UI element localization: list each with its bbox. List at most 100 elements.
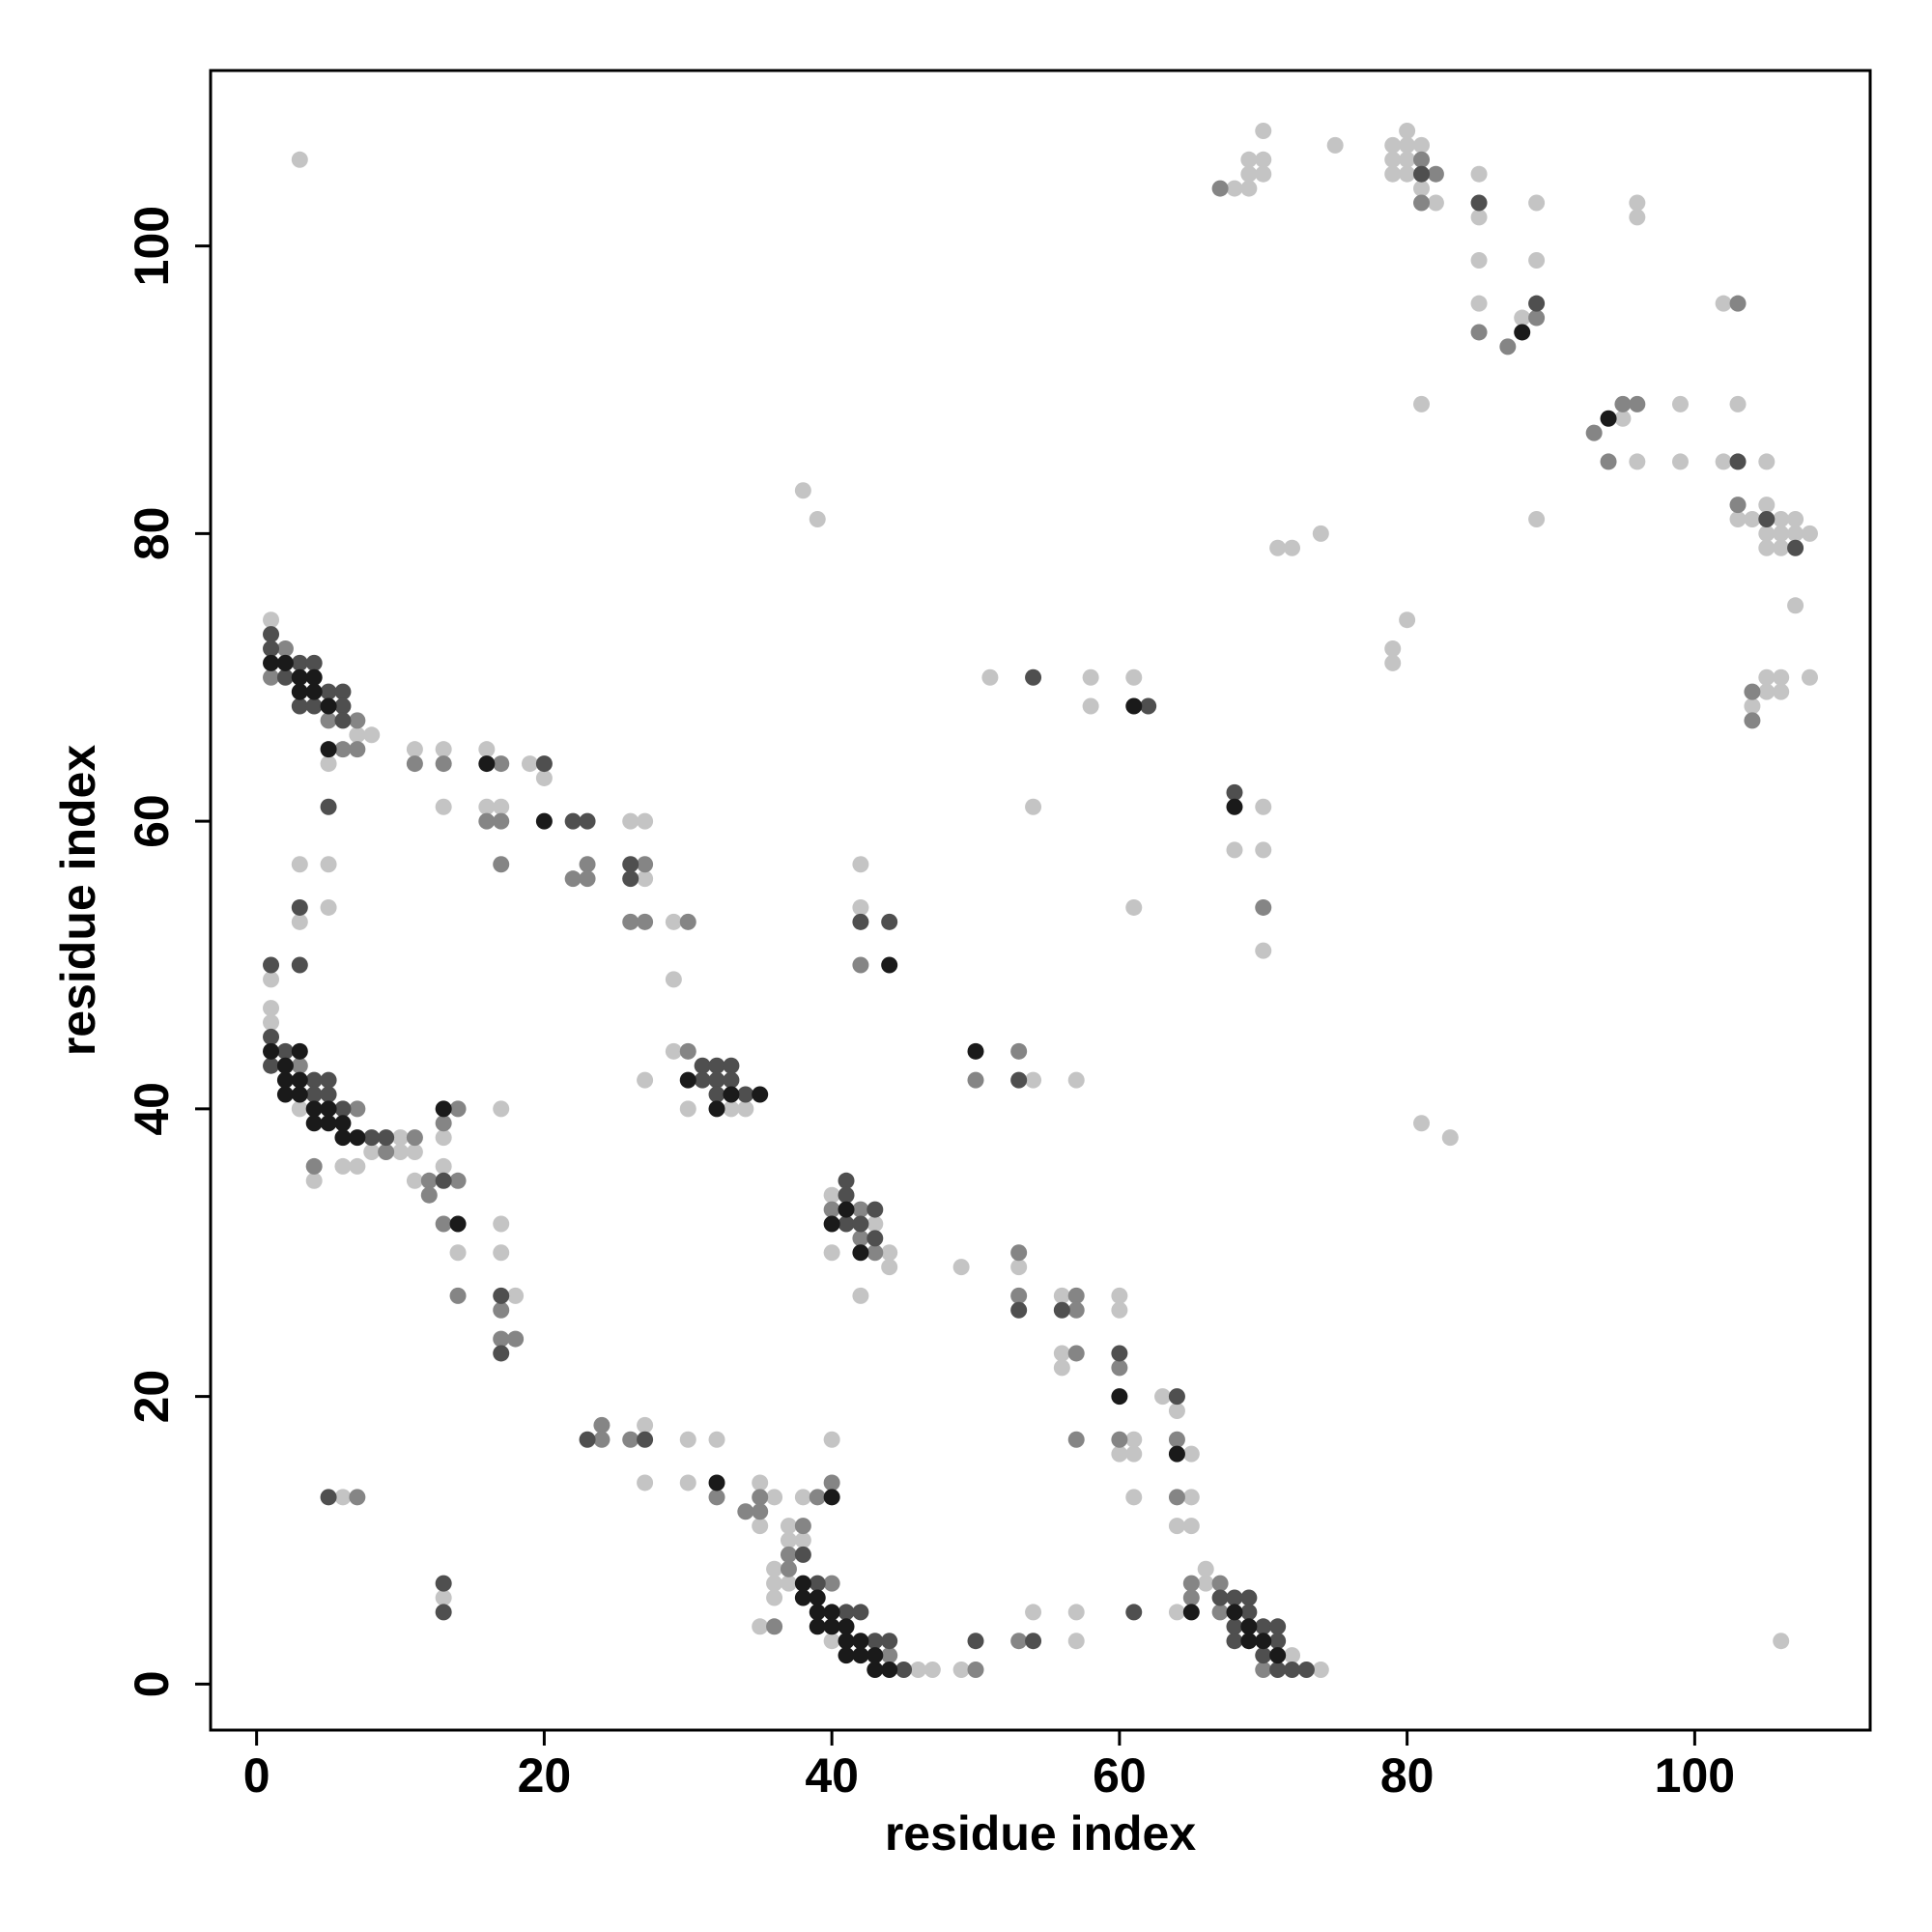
point <box>334 697 352 715</box>
point <box>1284 539 1301 556</box>
point <box>852 956 869 974</box>
point <box>1801 668 1818 686</box>
point <box>1629 209 1646 226</box>
point <box>320 898 337 916</box>
point <box>478 798 496 815</box>
x-tick-label: 20 <box>518 1748 572 1803</box>
point <box>1025 1604 1042 1621</box>
point <box>852 1215 869 1233</box>
x-tick-label: 100 <box>1655 1748 1735 1803</box>
point <box>1773 1633 1790 1650</box>
point <box>823 1244 840 1262</box>
point <box>1240 1589 1258 1606</box>
point <box>823 1201 840 1218</box>
point <box>1773 539 1790 556</box>
point <box>823 1215 840 1233</box>
point <box>1384 151 1402 168</box>
point <box>378 1144 395 1161</box>
point <box>334 1100 352 1118</box>
point <box>1326 136 1344 154</box>
point <box>406 1129 423 1147</box>
point <box>823 1575 840 1592</box>
point <box>305 654 323 671</box>
point <box>923 1661 941 1678</box>
point <box>334 741 352 758</box>
point <box>838 1172 855 1189</box>
point <box>305 683 323 700</box>
point <box>493 1215 510 1233</box>
point <box>276 654 294 671</box>
point <box>1773 525 1790 542</box>
point <box>1010 1244 1028 1262</box>
point <box>435 1129 452 1147</box>
point <box>1413 180 1431 197</box>
point <box>305 697 323 715</box>
point <box>881 1259 898 1276</box>
point <box>1226 841 1243 859</box>
point <box>694 1071 711 1089</box>
point <box>622 870 639 888</box>
point <box>1399 151 1416 168</box>
point <box>263 654 280 671</box>
point <box>780 1546 797 1563</box>
point <box>1125 1489 1143 1506</box>
point <box>752 1618 769 1635</box>
point <box>1427 194 1444 212</box>
point <box>637 1431 654 1448</box>
y-tick-label: 40 <box>125 1082 179 1136</box>
point <box>1312 1661 1329 1678</box>
point <box>291 1042 308 1060</box>
point <box>507 1287 525 1304</box>
point <box>320 1489 337 1506</box>
point <box>305 1100 323 1118</box>
point <box>1067 1301 1085 1319</box>
point <box>493 1287 510 1304</box>
point <box>320 1071 337 1089</box>
point <box>1111 1445 1128 1463</box>
point <box>1025 1071 1042 1089</box>
point <box>723 1057 740 1074</box>
point <box>320 1115 337 1132</box>
point <box>1773 510 1790 527</box>
y-tick-label: 0 <box>125 1670 179 1697</box>
point <box>852 856 869 873</box>
y-axis-title: residue index <box>51 745 105 1057</box>
point <box>449 1244 467 1262</box>
x-tick-label: 0 <box>243 1748 270 1803</box>
point <box>1111 1287 1128 1304</box>
point <box>1125 1431 1143 1448</box>
point <box>838 1604 855 1621</box>
point <box>493 1244 510 1262</box>
point <box>305 668 323 686</box>
point <box>1384 639 1402 657</box>
point <box>1125 1604 1143 1621</box>
point <box>794 482 811 499</box>
point <box>622 856 639 873</box>
point <box>679 1474 696 1492</box>
point <box>449 1287 467 1304</box>
point <box>637 1416 654 1434</box>
point <box>867 1647 884 1664</box>
point <box>420 1186 438 1204</box>
point <box>1715 453 1732 470</box>
point <box>1269 1633 1287 1650</box>
point <box>637 856 654 873</box>
point <box>263 1057 280 1074</box>
point <box>1758 683 1776 700</box>
point <box>1226 798 1243 815</box>
point <box>1614 410 1632 427</box>
plot-frame <box>209 69 1872 1732</box>
point <box>579 1431 596 1448</box>
point <box>435 1115 452 1132</box>
point <box>435 1157 452 1175</box>
point <box>1399 136 1416 154</box>
point <box>1255 798 1272 815</box>
point <box>1182 1518 1200 1535</box>
point <box>823 1474 840 1492</box>
point <box>723 1100 740 1118</box>
point <box>1125 1445 1143 1463</box>
point <box>1067 1633 1085 1650</box>
point <box>1255 1647 1272 1664</box>
point <box>420 1172 438 1189</box>
point <box>1671 395 1689 412</box>
